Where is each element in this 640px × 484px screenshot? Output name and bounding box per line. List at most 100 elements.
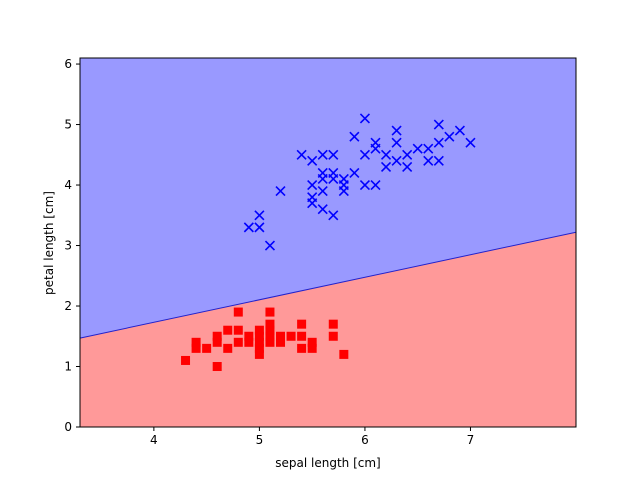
data-point-square [212,331,222,341]
x-marker-stroke [264,240,276,251]
data-point-x [370,143,381,154]
data-point-square [286,331,296,341]
x-tick-label: 7 [467,433,475,447]
data-point-x [254,222,265,233]
y-tick-label: 1 [64,360,72,374]
x-marker-stroke [349,131,360,142]
data-point-x [317,204,328,215]
x-marker-stroke [433,119,444,130]
data-point-square [233,325,243,335]
data-point-x [444,131,455,142]
data-point-square [191,337,201,347]
data-point-square [307,337,317,347]
x-marker-stroke [402,149,413,160]
x-marker-stroke [423,155,434,166]
data-point-x [243,222,254,233]
data-point-x [296,149,307,160]
data-point-x [412,143,423,154]
axes: 4 5 6 7 0 1 2 3 4 5 6 [64,57,577,447]
x-marker-stroke [433,137,444,148]
data-point-x [391,125,402,136]
data-point-square [233,337,243,347]
y-tick-label: 0 [64,420,72,434]
y-axis-label: petal length [cm] [42,191,56,295]
y-tick-label: 6 [64,57,72,71]
x-marker-stroke [359,113,371,124]
data-point-square [297,343,307,353]
y-tick-label: 5 [64,118,72,132]
data-point-x [402,161,413,172]
data-point-x [328,173,339,185]
data-point-x [433,119,444,130]
data-point-x [433,137,444,148]
data-point-x [317,173,328,185]
y-tick-label: 2 [64,299,72,313]
data-point-square [328,331,338,341]
region-below [80,232,576,427]
data-point-square [223,343,233,353]
data-point-x [391,137,402,148]
x-marker-stroke [391,137,402,148]
data-point-square [297,319,307,329]
data-point-square [181,355,191,365]
data-point-x [328,149,339,160]
data-point-x [380,149,392,160]
y-tick-label: 3 [64,239,72,253]
region-above [80,58,576,339]
y-tick-label: 4 [64,178,72,192]
data-point-square [265,337,275,347]
data-point-x [264,240,276,251]
data-point-x [380,161,392,172]
x-marker-stroke [370,143,381,154]
data-point-x [423,143,434,154]
x-marker-stroke [254,222,265,233]
data-point-x [307,179,318,191]
data-point-square [265,319,275,329]
x-marker-stroke [317,149,328,160]
x-marker-stroke [444,131,455,142]
x-marker-stroke [349,167,360,179]
data-point-x [423,155,434,166]
boundary-line [79,231,577,339]
data-point-x [349,167,360,179]
x-marker-stroke [296,149,307,160]
data-point-square [223,325,233,335]
x-marker-stroke [243,222,254,233]
x-marker-stroke [423,143,434,154]
x-marker-stroke [254,210,265,221]
data-point-x [338,186,349,197]
data-point-x [359,113,371,124]
x-marker-stroke [391,125,402,136]
x-marker-stroke [307,155,318,166]
x-marker-stroke [317,204,328,215]
data-point-square [254,325,264,335]
data-point-x [254,210,265,221]
data-point-square [254,343,264,353]
x-marker-stroke [317,173,328,185]
data-point-x [359,179,371,191]
data-point-x [402,149,413,160]
data-point-x [307,198,318,209]
x-tick-label: 5 [256,433,264,447]
data-point-square [244,337,254,347]
x-marker-stroke [391,155,402,166]
data-point-square [307,343,317,353]
data-point-x [454,125,465,136]
data-point-x [307,155,318,166]
data-point-x [349,131,360,142]
x-marker-stroke [338,186,349,197]
data-point-x [317,149,328,160]
data-point-square [254,349,264,359]
x-axis-label: sepal length [cm] [275,456,380,470]
data-point-x [317,186,328,197]
data-point-x [391,155,402,166]
x-marker-stroke [380,161,392,172]
data-point-square [233,307,243,317]
data-point-square [339,349,349,359]
data-point-square [276,331,286,341]
data-point-square [297,331,307,341]
data-point-square [254,337,264,347]
data-point-square [265,307,275,317]
x-marker-stroke [359,179,371,191]
